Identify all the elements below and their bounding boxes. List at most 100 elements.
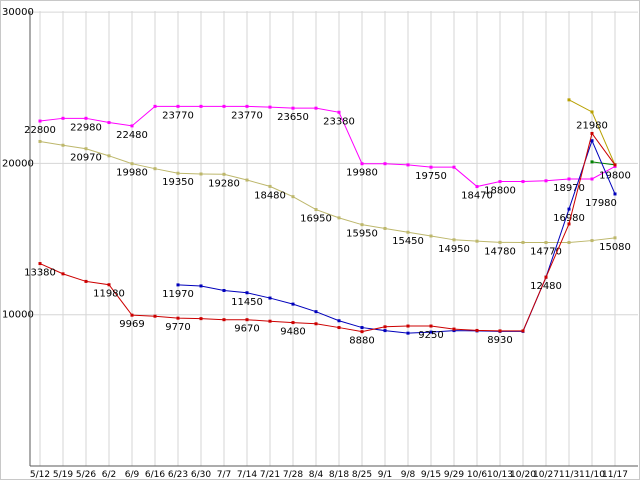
magenta-series-point bbox=[268, 105, 272, 109]
x-axis-label: 5/19 bbox=[53, 470, 73, 480]
magenta-series-point bbox=[452, 165, 456, 169]
x-axis-label: 11/17 bbox=[602, 470, 628, 480]
red-series-point bbox=[544, 275, 548, 279]
magenta-series-point bbox=[383, 162, 387, 166]
value-label: 22480 bbox=[116, 130, 148, 141]
value-label: 19800 bbox=[599, 170, 631, 181]
magenta-series-point bbox=[475, 185, 479, 189]
blue-series-point bbox=[429, 330, 433, 334]
x-axis-label: 7/7 bbox=[217, 470, 231, 480]
value-label: 9670 bbox=[234, 324, 259, 335]
value-label: 19980 bbox=[346, 168, 378, 179]
x-axis-label: 7/28 bbox=[283, 470, 303, 480]
tan-series-point bbox=[383, 226, 387, 230]
value-label: 11970 bbox=[162, 289, 194, 300]
tan-series-point bbox=[84, 147, 88, 151]
value-label: 8880 bbox=[349, 336, 374, 347]
tan-series-point bbox=[38, 139, 42, 143]
red-series-point bbox=[429, 324, 433, 328]
value-label: 18480 bbox=[254, 190, 286, 201]
tan-series-point bbox=[176, 171, 180, 175]
red-series-point bbox=[452, 327, 456, 331]
x-axis-label: 9/1 bbox=[378, 470, 392, 480]
magenta-series-point bbox=[107, 121, 111, 125]
x-axis-label: 9/29 bbox=[444, 470, 464, 480]
blue-series-point bbox=[452, 329, 456, 333]
value-label: 19980 bbox=[116, 168, 148, 179]
red-series-line bbox=[39, 132, 616, 333]
value-label: 8930 bbox=[487, 335, 512, 346]
blue-series-point bbox=[314, 310, 318, 314]
red-series-point bbox=[107, 283, 111, 287]
magenta-series-point bbox=[406, 163, 410, 167]
magenta-series-point bbox=[130, 124, 134, 128]
blue-series-point bbox=[590, 139, 594, 143]
x-axis-label: 6/2 bbox=[102, 470, 116, 480]
value-label: 17980 bbox=[585, 198, 617, 209]
tan-series-line bbox=[39, 140, 616, 244]
x-axis-label: 10/20 bbox=[510, 470, 536, 480]
tan-series-point bbox=[567, 241, 571, 245]
tan-series-point bbox=[291, 195, 295, 199]
blue-series-point bbox=[567, 207, 571, 211]
red-series-point bbox=[291, 321, 295, 325]
x-axis-label: 6/30 bbox=[191, 470, 211, 480]
value-label: 18800 bbox=[484, 186, 516, 197]
x-axis-label: 10/6 bbox=[467, 470, 487, 480]
red-series-point bbox=[360, 330, 364, 334]
value-label: 14780 bbox=[484, 246, 516, 257]
value-label: 23380 bbox=[323, 116, 355, 127]
value-label: 15080 bbox=[599, 242, 631, 253]
tan-series-point bbox=[452, 238, 456, 242]
blue-series-point bbox=[613, 192, 617, 196]
value-label: 15950 bbox=[346, 229, 378, 240]
value-label: 11450 bbox=[231, 297, 263, 308]
tan-series-point bbox=[475, 239, 479, 243]
value-label: 23770 bbox=[231, 110, 263, 121]
value-label: 16980 bbox=[553, 213, 585, 224]
value-label: 14770 bbox=[530, 247, 562, 258]
x-axis-label: 9/8 bbox=[401, 470, 416, 480]
red-series-point bbox=[590, 131, 594, 135]
blue-series-point bbox=[406, 331, 410, 335]
value-label: 22980 bbox=[70, 122, 102, 133]
value-label: 13380 bbox=[24, 268, 56, 279]
red-series-point bbox=[268, 319, 272, 323]
blue-series-point bbox=[222, 288, 226, 292]
magenta-series-point bbox=[314, 106, 318, 110]
magenta-series-point bbox=[360, 162, 364, 166]
blue-series-point bbox=[360, 326, 364, 330]
value-label: 9480 bbox=[280, 327, 305, 338]
red-series-point bbox=[383, 325, 387, 329]
value-label: 9969 bbox=[119, 319, 144, 330]
tan-series-point bbox=[199, 172, 203, 176]
magenta-series-point bbox=[567, 177, 571, 181]
value-label: 15450 bbox=[392, 236, 424, 247]
blue-series-point bbox=[383, 329, 387, 333]
y-axis-label: 20000 bbox=[2, 158, 34, 169]
red-series-point bbox=[84, 279, 88, 283]
tan-series-point bbox=[107, 154, 111, 158]
red-series-point bbox=[613, 163, 617, 167]
magenta-series-point bbox=[429, 165, 433, 169]
red-series-point bbox=[475, 328, 479, 332]
red-series-point bbox=[314, 322, 318, 326]
green-series-line bbox=[591, 161, 616, 166]
value-label: 19750 bbox=[415, 171, 447, 182]
x-axis-label: 7/21 bbox=[260, 470, 280, 480]
blue-series-point bbox=[176, 283, 180, 287]
magenta-series-point bbox=[222, 104, 226, 108]
tan-series-point bbox=[590, 239, 594, 243]
tan-series-point bbox=[406, 230, 410, 234]
value-label: 9250 bbox=[418, 330, 443, 341]
magenta-series-point bbox=[38, 119, 42, 123]
magenta-series-point bbox=[84, 116, 88, 120]
blue-series-point bbox=[268, 296, 272, 300]
tan-series-point bbox=[153, 167, 157, 171]
blue-series-point bbox=[291, 302, 295, 306]
tan-series-point bbox=[360, 223, 364, 227]
red-series-point bbox=[38, 262, 42, 266]
